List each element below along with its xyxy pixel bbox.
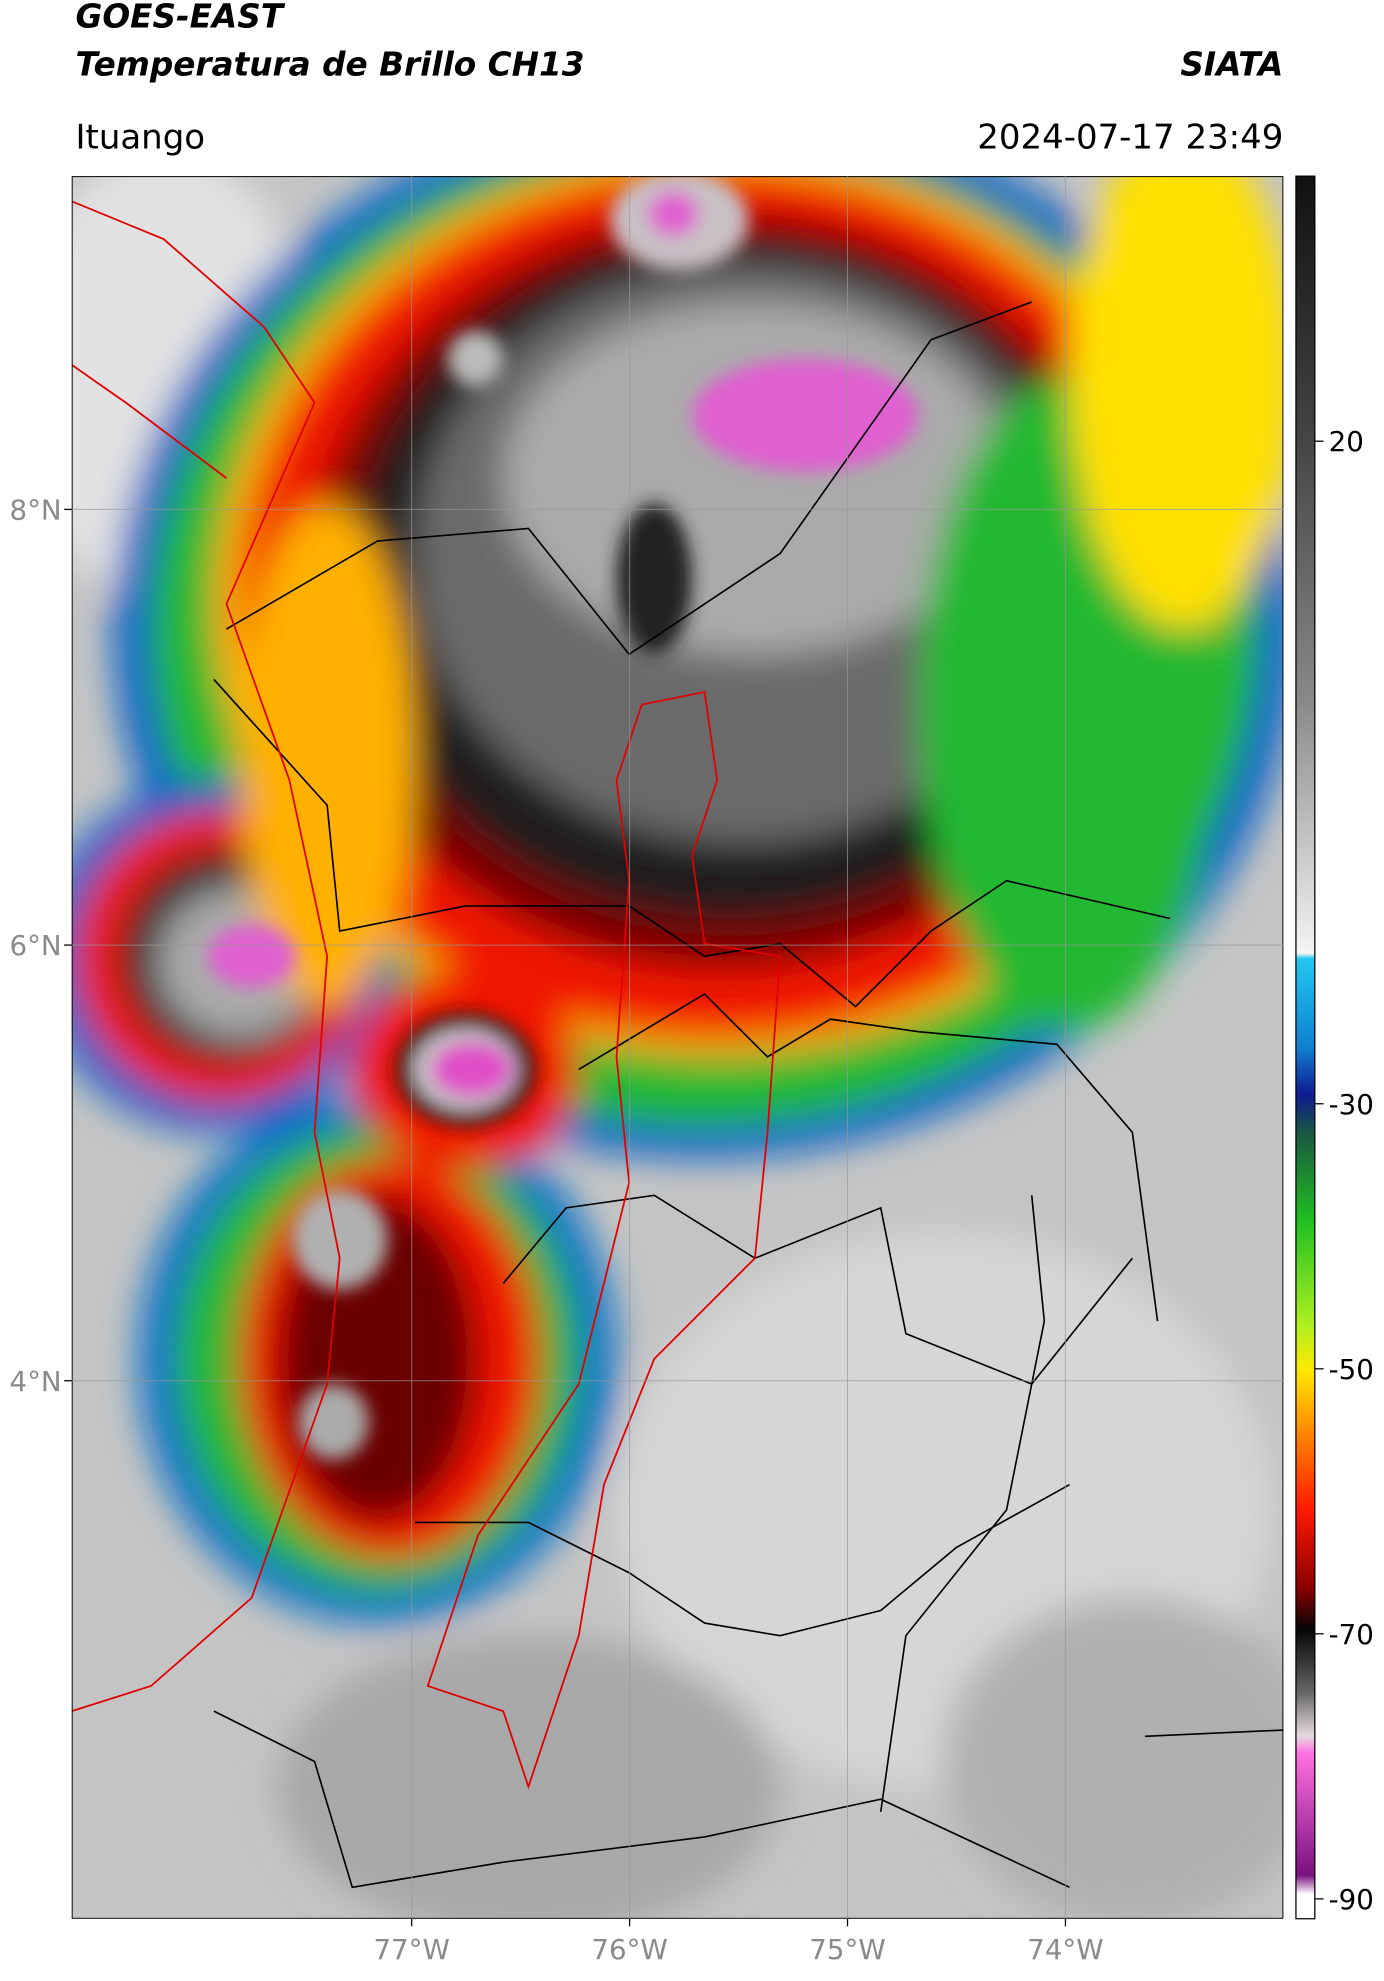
x-tick-label: 74°W bbox=[1027, 1933, 1103, 1966]
region-outline bbox=[71, 200, 782, 1790]
y-tick-label: 8°N bbox=[9, 493, 61, 526]
x-tick-label: 75°W bbox=[809, 1933, 885, 1966]
colorbar-tick-label: -50 bbox=[1329, 1353, 1374, 1386]
satellite-image bbox=[71, 176, 1284, 1919]
subtitle: Temperatura de Brillo CH13 bbox=[75, 45, 584, 83]
y-tick-label: 6°N bbox=[9, 929, 61, 962]
brand: SIATA bbox=[1180, 45, 1283, 83]
colorbar-tick-label: -70 bbox=[1329, 1618, 1374, 1651]
colorbar-tick-label: 20 bbox=[1329, 425, 1364, 458]
location: Ituango bbox=[75, 117, 205, 157]
y-tick-label: 4°N bbox=[9, 1365, 61, 1398]
title: GOES-EAST bbox=[75, 0, 285, 36]
colorbar bbox=[1295, 175, 1316, 1920]
datetime: 2024-07-17 23:49 bbox=[977, 117, 1283, 157]
colorbar-tick-label: -30 bbox=[1329, 1088, 1374, 1121]
x-tick-label: 77°W bbox=[373, 1933, 449, 1966]
figure: GOES-EAST Temperatura de Brillo CH13 SIA… bbox=[9, 0, 1373, 1966]
x-tick-label: 76°W bbox=[591, 1933, 667, 1966]
colorbar-tick-label: -90 bbox=[1329, 1883, 1374, 1916]
